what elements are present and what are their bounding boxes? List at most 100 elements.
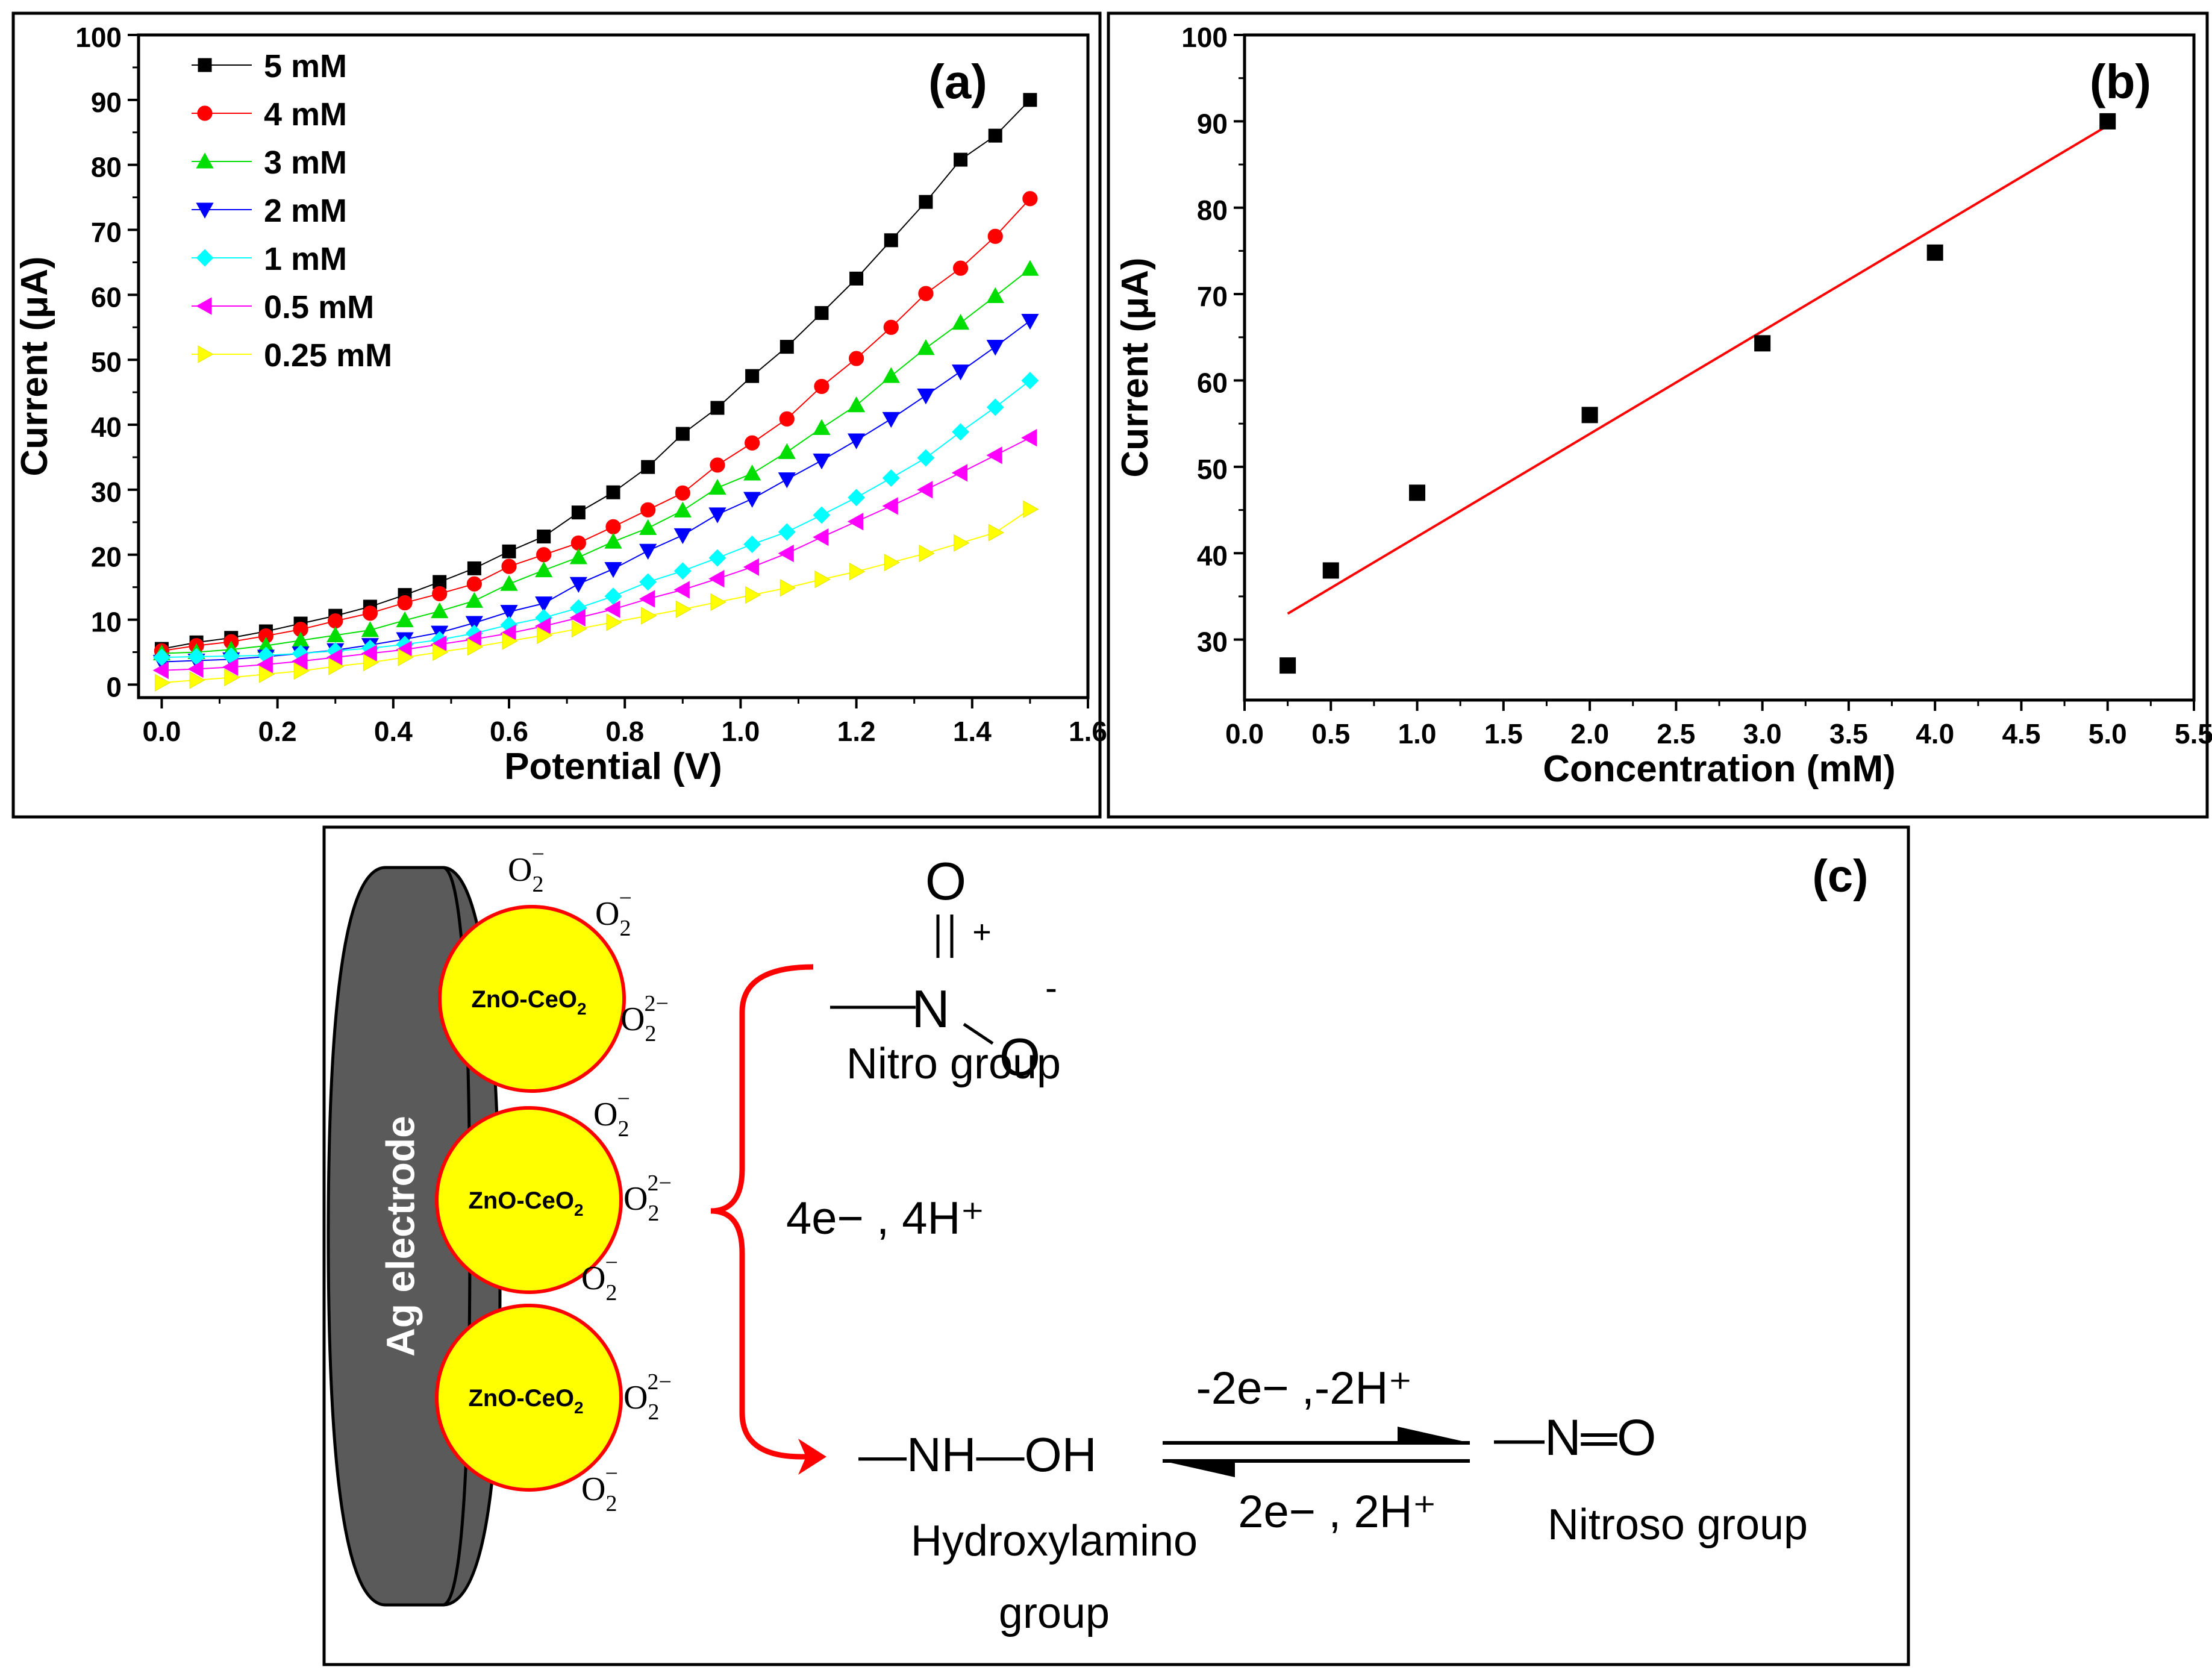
data-point [673,562,692,580]
data-point [813,453,831,470]
data-point [848,489,866,507]
panel-c-label: (c) [1813,851,1869,902]
data-point [745,369,760,383]
peroxide-label: O22− [620,991,669,1046]
data-point [917,481,933,499]
data-point [951,364,970,381]
data-point [814,378,830,395]
x-tick-label: 4.5 [2002,718,2040,749]
data-point [675,600,692,618]
data-point [675,427,690,441]
data-point [1022,191,1038,207]
legend-marker [197,105,213,121]
data-point [917,449,935,467]
x-tick-label: 1.6 [1069,716,1107,747]
superoxide-label: O2− [581,1461,618,1516]
data-point [189,671,205,689]
y-axis-label: Current (μA) [1114,257,1156,477]
legend-marker [196,202,214,219]
data-point [710,401,725,415]
data-point [432,586,448,602]
data-point [604,600,620,618]
x-tick-label: 1.0 [1398,718,1437,749]
legend-item: 2 mM [192,193,347,229]
y-tick-label: 100 [75,22,122,53]
particle-1: ZnO-CeO2 [438,905,626,1093]
data-point [467,561,481,575]
x-tick-label: 0.5 [1311,718,1350,749]
legend-marker [196,249,214,267]
data-point [849,351,864,366]
hydroxylamino-label-2: group [999,1589,1110,1637]
data-point [951,464,968,482]
x-tick-label: 0.2 [258,716,297,747]
superoxide-label: O2− [595,886,632,941]
data-point [917,389,935,405]
x-tick-label: 0.4 [374,716,413,747]
data-point [710,593,726,611]
data-point [778,544,794,563]
data-point [708,478,726,495]
y-tick-label: 30 [1197,627,1228,658]
chart-b: 0.0 0.5 1.0 1.5 2.0 2.5 3.0 3.5 4.0 4.5 5.0 5.5 30 40… [1114,22,2212,790]
data-point [641,607,657,625]
legend-marker [196,152,214,169]
x-tick-label: 3.0 [1743,718,1782,749]
x-axis-label: Concentration (mM) [1543,748,1896,790]
data-point [293,662,310,680]
data-point [2099,113,2116,130]
data-point [397,595,413,611]
nitroso-formula: —N═O [1494,1409,1657,1466]
data-point [882,411,900,428]
data-point [708,549,726,567]
data-point [1021,260,1039,276]
data-point [639,519,657,536]
data-point [954,534,970,552]
data-point [431,602,449,619]
data-point [849,563,866,581]
y-tick-label: 50 [91,346,122,378]
data-point [537,626,553,645]
particle-2: ZnO-CeO2 [435,1106,623,1294]
data-point [537,530,551,544]
legend-marker [198,58,212,72]
data-point [745,435,760,451]
superoxide-label: O2− [508,842,545,897]
data-point [708,570,725,588]
x-tick-label: 0.0 [142,716,181,747]
data-point [362,605,378,621]
x-tick-label: 0.8 [605,716,644,747]
plot-frame [1243,33,2196,702]
x-tick-label: 4.0 [1916,718,1954,749]
data-point [917,339,935,355]
peroxide-label: O22− [623,1369,672,1425]
legend-item: 1 mM [192,241,347,277]
series-1-mM [152,372,1039,666]
data-point [502,632,518,650]
data-point [1021,429,1037,447]
data-point [673,528,692,545]
svg-text:ZnO-CeO2: ZnO-CeO2 [471,986,586,1018]
data-point [710,457,725,473]
oxygen-species: O2− O2− O22− O2− O22− O2− O22− O2− [508,842,672,1516]
legend-label: 4 mM [264,96,347,133]
fit-line [1287,124,2108,615]
data-point [187,660,204,678]
peroxide-label: O22− [623,1171,672,1226]
y-tick-label: 50 [1197,454,1228,485]
nitroso-label: Nitroso group [1548,1501,1808,1549]
data-point [778,523,796,541]
data-point [258,665,275,683]
x-tick-label: 2.0 [1570,718,1609,749]
x-tick-label: 2.5 [1657,718,1695,749]
y-tick-label: 10 [91,607,122,638]
data-point [743,464,761,481]
data-point [222,658,239,676]
superoxide-label: O2− [581,1250,618,1306]
x-tick-label: 5.5 [2175,718,2212,749]
legend: 5 mM 4 mM 3 mM 2 mM 1 mM 0.5 mM 0.25 mM [192,48,392,374]
data-point [224,668,240,687]
data-point [501,558,517,574]
nitro-o-top: O [925,851,966,911]
legend-label: 0.25 mM [264,337,392,374]
